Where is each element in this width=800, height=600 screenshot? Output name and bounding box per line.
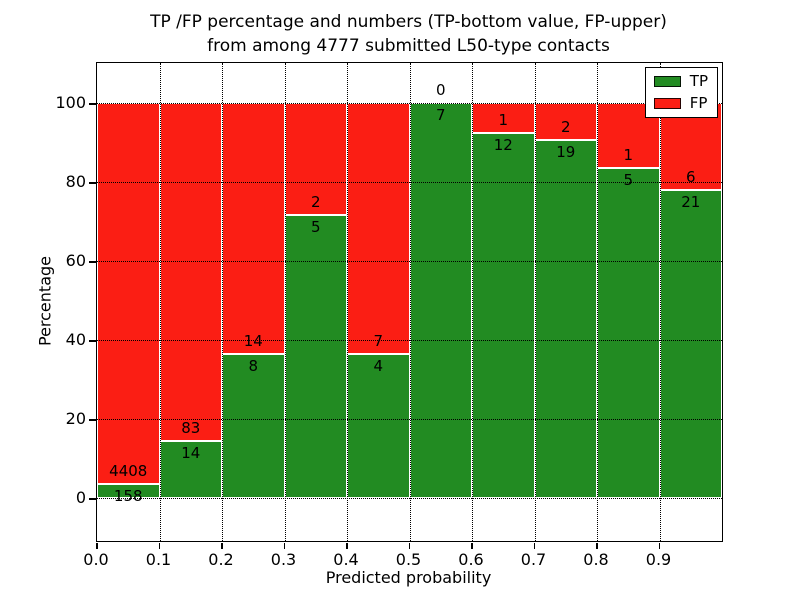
y-tick-label: 20 (65, 409, 86, 429)
tp-count-label: 5 (623, 171, 634, 190)
x-tick-label: 0.7 (520, 550, 547, 569)
fp-count-label: 2 (310, 193, 321, 212)
y-tick-mark (89, 419, 96, 421)
tp-count-label: 21 (681, 193, 701, 212)
bar-segment-tp (97, 483, 160, 498)
x-tick-mark (283, 543, 285, 549)
x-tick-mark (658, 543, 660, 549)
chart-title: TP /FP percentage and numbers (TP-bottom… (96, 10, 721, 58)
legend-label: TP (689, 72, 708, 90)
fp-count-label: 6 (685, 168, 696, 187)
tp-count-label: 158 (113, 486, 143, 505)
tp-count-label: 5 (310, 218, 321, 237)
bar-segment-fp (97, 102, 160, 484)
fp-count-label: 7 (373, 331, 384, 350)
x-axis-title: Predicted probability (325, 568, 492, 587)
x-tick-mark (346, 543, 348, 549)
tp-count-label: 19 (556, 143, 576, 162)
x-tick-label: 0.1 (145, 550, 172, 569)
legend-entry-tp: TP (653, 72, 708, 90)
chart-title-line1: TP /FP percentage and numbers (TP-bottom… (150, 12, 667, 32)
bar-segment-tp (659, 190, 722, 498)
y-tick-mark (89, 340, 96, 342)
bar-segment-tp (597, 168, 660, 498)
fp-count-label: 83 (181, 418, 201, 437)
tp-count-label: 14 (181, 443, 201, 462)
tp-count-label: 8 (248, 356, 259, 375)
x-tick-label: 0.5 (395, 550, 422, 569)
x-tick-mark (158, 543, 160, 549)
x-tick-label: 0.2 (208, 550, 234, 569)
tp-count-label: 12 (493, 135, 513, 154)
x-tick-label: 0.4 (333, 550, 359, 569)
y-tick-label: 40 (65, 330, 86, 350)
fp-count-label: 4408 (109, 461, 148, 480)
bar-segment-fp (284, 102, 347, 216)
tp-count-label: 4 (373, 356, 384, 375)
tp-count-label: 7 (435, 105, 446, 124)
bar-count-labels-layer: 4408 158 83 14 14 8 2 5 7 4 0 7 1 12 2 19 1 5 6 21 (97, 63, 722, 541)
y-tick-mark (89, 498, 96, 500)
fp-count-label: 1 (623, 146, 634, 165)
x-tick-mark (96, 543, 98, 549)
y-tick-label: 60 (65, 251, 86, 271)
x-tick-label: 0.0 (83, 550, 109, 569)
bar-segment-fp (347, 102, 410, 354)
x-tick-mark (408, 543, 410, 549)
y-tick-mark (89, 103, 96, 105)
legend-swatch-fp (653, 98, 681, 109)
fp-count-label: 0 (435, 80, 446, 99)
x-tick-mark (221, 543, 223, 549)
y-tick-label: 0 (75, 488, 86, 508)
fp-count-label: 2 (560, 118, 571, 137)
x-tick-label: 0.8 (583, 550, 609, 569)
legend: TP FP (644, 67, 718, 118)
y-tick-mark (89, 261, 96, 263)
fp-count-label: 14 (243, 331, 263, 350)
bar-segment-fp (159, 102, 222, 441)
x-tick-mark (596, 543, 598, 549)
y-tick-mark (89, 182, 96, 184)
fp-count-label: 1 (498, 110, 509, 129)
bars-layer (97, 63, 722, 541)
x-tick-label: 0.6 (458, 550, 484, 569)
legend-label: FP (689, 94, 708, 112)
bar-segment-tp (409, 102, 472, 498)
y-tick-label: 80 (65, 172, 86, 191)
chart-title-line2: from among 4777 submitted L50-type conta… (207, 36, 610, 56)
bar-segment-fp (534, 102, 597, 141)
y-tick-label: 100 (55, 93, 86, 112)
x-tick-label: 0.9 (645, 550, 672, 569)
x-tick-mark (471, 543, 473, 549)
x-tick-label: 0.3 (270, 550, 297, 569)
x-tick-mark (533, 543, 535, 549)
legend-swatch-tp (653, 76, 681, 87)
legend-entry-fp: FP (653, 94, 708, 112)
plot-area: 4408 158 83 14 14 8 2 5 7 4 0 7 1 12 2 19 1 5 6 21 TP FP (96, 62, 723, 542)
bar-segment-tp (159, 440, 222, 498)
